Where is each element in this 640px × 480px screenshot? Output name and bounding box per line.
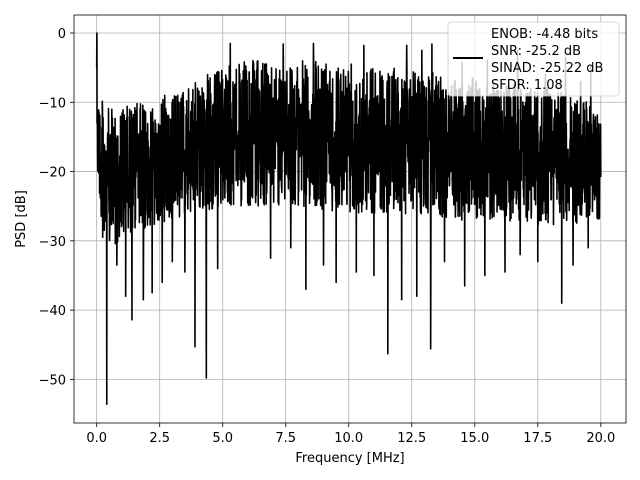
legend-entry-enob: ENOB: -4.48 bits: [491, 27, 598, 42]
x-axis-label: Frequency [MHz]: [295, 451, 404, 466]
x-ticks: 0.0 2.5 5.0 7.5 10.0 12.5 15.0 17.5 20.0: [86, 423, 615, 446]
x-tick-label: 12.5: [397, 431, 426, 446]
y-tick-label: −30: [39, 235, 66, 250]
x-tick-label: 0.0: [86, 431, 107, 446]
legend-entry-snr: SNR: -25.2 dB: [491, 44, 581, 59]
psd-trace-layer: [95, 32, 602, 406]
y-tick-label: −50: [39, 373, 66, 388]
x-tick-label: 15.0: [460, 431, 489, 446]
x-tick-label: 17.5: [523, 431, 552, 446]
y-tick-label: −10: [39, 96, 66, 111]
y-tick-label: 0: [58, 27, 66, 42]
y-tick-label: −40: [39, 304, 66, 319]
psd-series-line: [95, 32, 602, 406]
y-axis-label: PSD [dB]: [14, 190, 29, 248]
legend: ENOB: -4.48 bits SNR: -25.2 dB SINAD: -2…: [447, 21, 620, 97]
legend-entry-sfdr: SFDR: 1.08: [491, 78, 563, 93]
legend-box: [447, 21, 620, 97]
x-tick-label: 2.5: [149, 431, 170, 446]
x-tick-label: 10.0: [334, 431, 363, 446]
axes-frame: [73, 14, 627, 424]
x-tick-label: 20.0: [586, 431, 615, 446]
y-tick-label: −20: [39, 166, 66, 181]
y-ticks: 0 −10 −20 −30 −40 −50: [39, 27, 74, 388]
x-tick-label: 7.5: [275, 431, 296, 446]
x-tick-label: 5.0: [212, 431, 233, 446]
legend-entry-sinad: SINAD: -25.22 dB: [491, 61, 603, 76]
